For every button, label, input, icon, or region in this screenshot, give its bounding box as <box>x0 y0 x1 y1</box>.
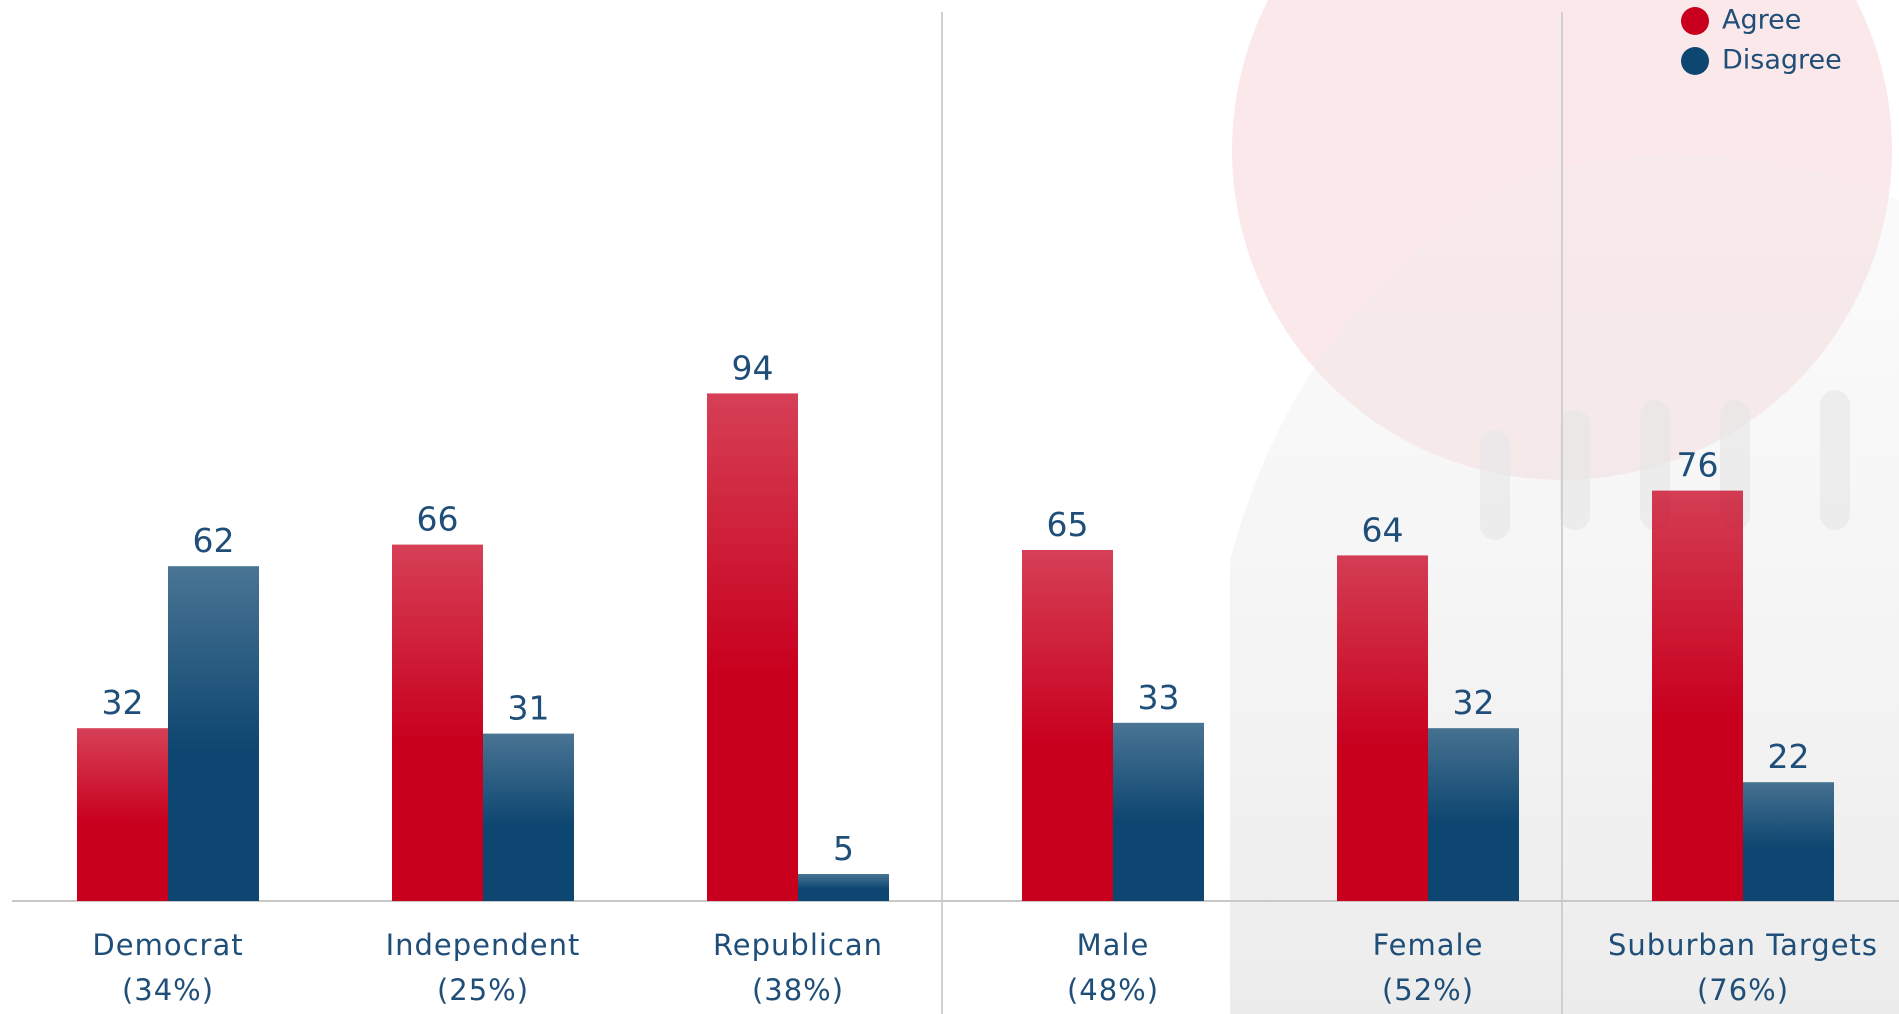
value-label: 5 <box>833 829 854 868</box>
value-label: 32 <box>102 683 144 722</box>
value-label: 64 <box>1362 510 1404 549</box>
value-label: 22 <box>1768 737 1810 776</box>
legend-marker <box>1681 7 1709 35</box>
value-label: 94 <box>732 348 774 387</box>
value-label: 76 <box>1677 446 1719 485</box>
bar <box>1743 782 1834 901</box>
x-tick-label: Democrat (34%) <box>92 928 243 1007</box>
legend-label: Agree <box>1722 5 1801 36</box>
bar <box>483 733 574 901</box>
legend-label: Disagree <box>1722 45 1842 76</box>
bar <box>1113 722 1204 901</box>
bar <box>1337 555 1428 901</box>
bar <box>798 874 889 901</box>
x-tick-label: Republican (38%) <box>713 928 883 1007</box>
x-tick-label: Female (52%) <box>1373 928 1484 1007</box>
x-tick-label: Male (48%) <box>1067 928 1159 1007</box>
bar <box>1428 728 1519 901</box>
value-label: 33 <box>1138 678 1180 717</box>
value-label: 31 <box>508 689 550 728</box>
bar <box>392 544 483 901</box>
value-label: 66 <box>417 500 459 539</box>
value-label: 62 <box>193 521 235 560</box>
value-label: 32 <box>1453 683 1495 722</box>
bar <box>168 566 259 901</box>
bar <box>77 728 168 901</box>
bar <box>1022 550 1113 901</box>
bar <box>1652 490 1743 901</box>
bar <box>707 393 798 901</box>
value-label: 65 <box>1047 505 1089 544</box>
separators <box>941 12 1563 1014</box>
x-tick-label: Independent (25%) <box>386 928 581 1007</box>
legend-marker <box>1681 47 1709 75</box>
x-tick-label: Suburban Targets (76%) <box>1608 928 1878 1007</box>
